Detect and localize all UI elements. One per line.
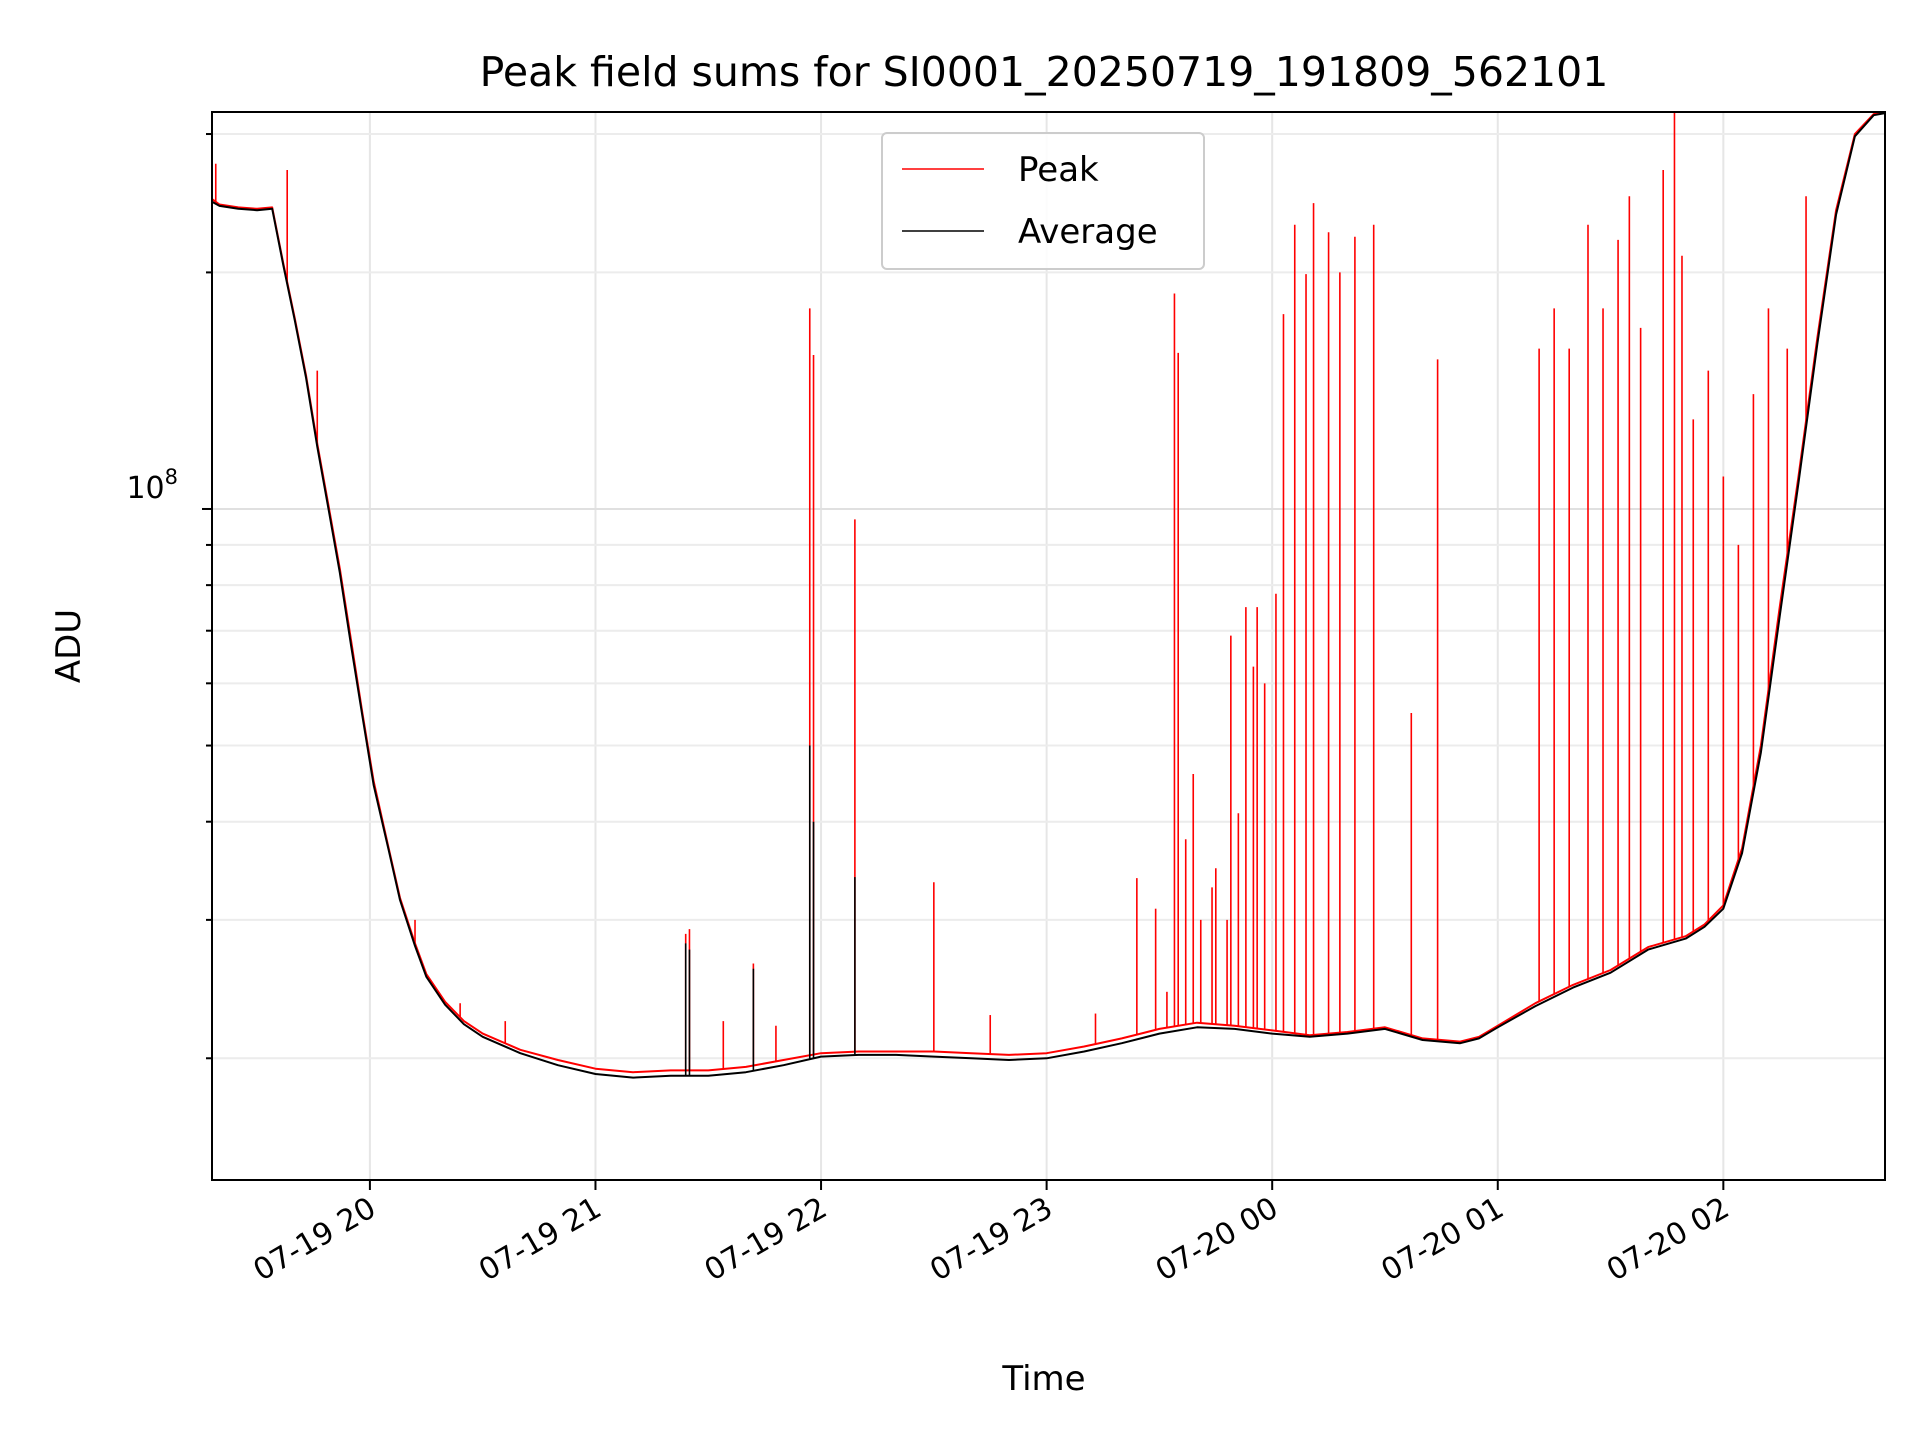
y-gridlines <box>212 133 1885 1060</box>
chart-title: Peak field sums for SI0001_20250719_1918… <box>480 48 1609 96</box>
x-axis-label: Time <box>1001 1359 1085 1399</box>
y-tick-label: 108 <box>126 465 178 506</box>
y-tick-exponent: 8 <box>165 465 178 489</box>
legend: Peak Average <box>881 132 1205 270</box>
x-gridlines <box>368 112 1725 1180</box>
legend-label-average: Average <box>1018 212 1158 252</box>
series-layer <box>211 111 1886 1079</box>
y-axis-label: ADU <box>49 609 89 683</box>
legend-label-peak: Peak <box>1018 150 1099 190</box>
series-line-average <box>211 112 1886 1079</box>
plot-frame <box>211 111 1886 1181</box>
y-axis <box>202 133 212 1060</box>
y-tick-base: 10 <box>126 471 164 506</box>
legend-frame <box>881 132 1205 270</box>
